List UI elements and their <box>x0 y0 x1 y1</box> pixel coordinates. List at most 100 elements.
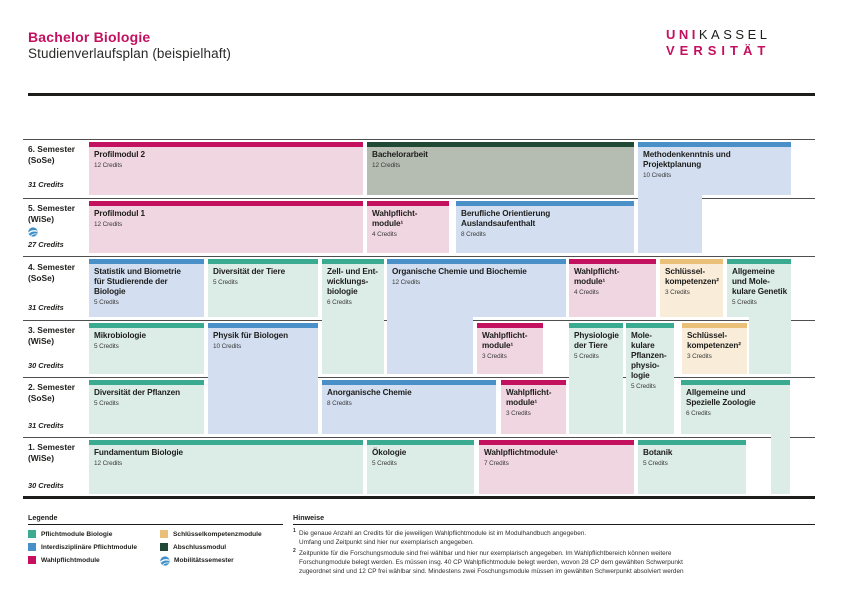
module-title: Statistik und Biometrie für Studierende … <box>94 267 181 296</box>
legend-label: Mobilitätssemester <box>174 557 234 564</box>
module-content: Wahlpflicht- module¹ 3 Credits <box>477 328 543 360</box>
module-color-bar <box>638 440 746 445</box>
module-title: Physiologie der Tiere <box>574 331 619 350</box>
module-credits: 8 Credits <box>327 399 352 407</box>
module-title: Profilmodul 1 <box>94 209 146 218</box>
module-color-bar <box>89 380 204 385</box>
module-credits: 3 Credits <box>665 288 690 296</box>
module-content: Berufliche Orientierung Auslandsaufentha… <box>456 206 634 238</box>
module-wahlpflichtmodule-sem2: Wahlpflicht- module¹ 3 Credits <box>501 380 566 434</box>
module-credits: 10 Credits <box>213 342 242 350</box>
module-content: Organische Chemie und Biochemie 12 Credit… <box>387 264 566 286</box>
module-content: Allgemeine und Mole- kulare Genetik 5 Cre… <box>727 264 791 306</box>
module-title: Organische Chemie und Biochemie <box>392 267 527 276</box>
module-title: Methodenkenntnis und Projektplanung <box>643 150 731 169</box>
module-credits: 12 Credits <box>94 220 123 228</box>
row-divider <box>23 256 815 258</box>
header-rule <box>28 93 815 96</box>
legend-label: Wahlpflichtmodule <box>41 556 100 564</box>
module-color-bar <box>367 201 449 206</box>
module-color-bar <box>569 259 656 264</box>
module-credits: 12 Credits <box>372 161 401 169</box>
module-color-bar <box>322 259 384 264</box>
module-wahlpflichtmodule-sem4: Wahlpflicht- module¹ 4 Credits <box>569 259 656 317</box>
legend-title: Legende <box>28 513 58 522</box>
semester-label: 2. Semester (SoSe) <box>28 382 88 403</box>
module-wahlpflichtmodule-sem1: Wahlpflichtmodule¹ 7 Credits <box>479 440 634 494</box>
semester-name: 6. Semester (SoSe) <box>28 144 76 165</box>
legend-item: Mobilitätssemester <box>160 556 262 566</box>
module-allgemeine-und-molekulare-genetik: Allgemeine und Mole- kulare Genetik 5 Cre… <box>727 259 791 317</box>
module-content: Wahlpflicht- module¹ 4 Credits <box>569 264 656 296</box>
module-credits: 6 Credits <box>686 409 711 417</box>
module-color-bar <box>387 259 566 264</box>
module-botanik: Botanik 5 Credits <box>638 440 746 494</box>
module-content: Anorganische Chemie 8 Credits <box>322 385 496 407</box>
semester-name: 2. Semester (SoSe) <box>28 382 76 403</box>
legend-item: Schlüsselkompetenzmodule <box>160 530 262 538</box>
legend-item: Interdisziplinäre Pflichtmodule <box>28 543 137 551</box>
module-color-bar <box>89 440 363 445</box>
module-title: Ökologie <box>372 448 407 457</box>
module-content: Mole- kulare Pflanzen- physio- logie 5 Cr… <box>626 328 674 390</box>
row-divider <box>23 139 815 141</box>
module-color-bar <box>477 323 543 328</box>
module-title: Wahlpflicht- module¹ <box>574 267 620 286</box>
logo-kassel: KASSEL <box>698 27 771 42</box>
semester-credits: 31 Credits <box>28 180 64 189</box>
module-content: Physiologie der Tiere 5 Credits <box>569 328 623 360</box>
hinweise-title: Hinweise <box>293 513 325 522</box>
module-credits: 4 Credits <box>372 230 397 238</box>
legend-column-2: Schlüsselkompetenzmodule Abschlussmodul Mo… <box>160 530 262 566</box>
module-title: Diversität der Pflanzen <box>94 388 180 397</box>
module-physiologie-der-tiere: Physiologie der Tiere 5 Credits <box>569 323 623 434</box>
module-title: Fundamentum Biologie <box>94 448 183 457</box>
module-extension-allgemeine-und-molekulare-genetik <box>749 317 791 374</box>
module-title: Profilmodul 2 <box>94 150 146 159</box>
module-title: Mole- kulare Pflanzen- physio- logie <box>631 331 667 380</box>
module-credits: 6 Credits <box>327 298 352 306</box>
module-color-bar <box>89 323 204 328</box>
semester-label: 1. Semester (WiSe) <box>28 442 88 463</box>
logo-uni: UNI <box>666 27 699 42</box>
semester-credits: 31 Credits <box>28 303 64 312</box>
module-credits: 5 Credits <box>732 298 757 306</box>
module-title: Bachelorarbeit <box>372 150 428 159</box>
module-color-bar <box>208 323 318 328</box>
module-title: Zell- und Ent- wicklungs- biologie <box>327 267 378 296</box>
logo-line-1: UNIKASSEL <box>666 27 771 43</box>
module-molekulare-pflanzenphysiologie: Mole- kulare Pflanzen- physio- logie 5 Cr… <box>626 323 674 434</box>
module-title: Schlüssel- kompetenzen² <box>665 267 719 286</box>
module-credits: 3 Credits <box>506 409 531 417</box>
module-credits: 12 Credits <box>94 161 123 169</box>
module-content: Wahlpflichtmodule¹ 7 Credits <box>479 445 634 467</box>
semester-credits: 30 Credits <box>28 481 64 490</box>
module-credits: 5 Credits <box>372 459 397 467</box>
module-credits: 5 Credits <box>94 298 119 306</box>
uni-kassel-logo: UNIKASSEL VERSITÄT <box>666 27 771 59</box>
semester-name: 4. Semester (SoSe) <box>28 262 76 283</box>
semester-name: 3. Semester (WiSe) <box>28 325 76 346</box>
module-content: Wahlpflicht- module¹ 4 Credits <box>367 206 449 238</box>
module-credits: 10 Credits <box>643 171 672 179</box>
module-content: Diversität der Pflanzen 5 Credits <box>89 385 204 407</box>
semester-label: 4. Semester (SoSe) <box>28 262 88 283</box>
module-content: Statistik und Biometrie für Studierende … <box>89 264 204 306</box>
legend-column-1: Pflichtmodule Biologie Interdisziplinäre … <box>28 530 137 564</box>
semester-credits: 27 Credits <box>28 240 64 249</box>
semester-label: 6. Semester (SoSe) <box>28 144 88 165</box>
module-content: Diversität der Tiere 5 Credits <box>208 264 318 286</box>
module-fundamentum-biologie: Fundamentum Biologie 12 Credits <box>89 440 363 494</box>
module-title: Schlüssel- kompetenzen² <box>687 331 741 350</box>
module-content: Schlüssel- kompetenzen² 3 Credits <box>682 328 747 360</box>
module-color-bar <box>208 259 318 264</box>
module-diversitaet-der-tiere: Diversität der Tiere 5 Credits <box>208 259 318 317</box>
module-content: Profilmodul 2 12 Credits <box>89 147 363 169</box>
module-credits: 12 Credits <box>392 278 421 286</box>
note-marker: 1 <box>293 528 296 534</box>
legend-underline <box>28 524 283 526</box>
module-wahlpflichtmodule-sem5: Wahlpflicht- module¹ 4 Credits <box>367 201 449 253</box>
module-content: Mikrobiologie 5 Credits <box>89 328 204 350</box>
page-subtitle: Studienverlaufsplan (beispielhaft) <box>28 46 232 61</box>
legend-swatch-pflicht <box>28 530 36 538</box>
